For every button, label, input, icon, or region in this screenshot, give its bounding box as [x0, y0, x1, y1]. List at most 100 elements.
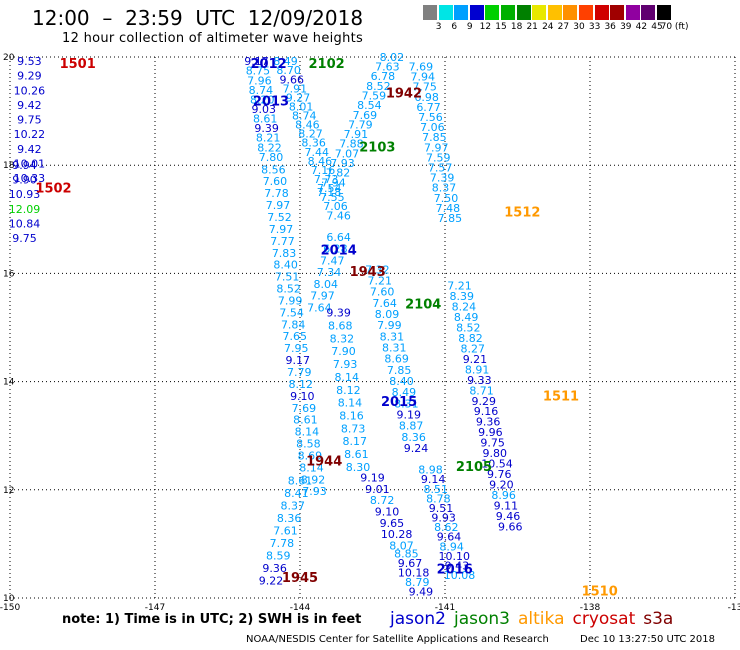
data-value-label: 7.95 — [284, 342, 309, 355]
satellite-legend: jason2 jason3 altika cryosat s3a — [390, 609, 681, 629]
y-tick-label: 20 — [3, 53, 15, 63]
y-tick-label: 12 — [3, 486, 14, 496]
data-value-label: 7.78 — [264, 187, 289, 200]
color-scale-label: 15 — [495, 22, 507, 32]
data-value-label: 8.52 — [276, 283, 301, 296]
data-value-label: 7.73 — [314, 173, 339, 186]
legend-item-jason2: jason2 — [390, 609, 446, 629]
data-value-label: 8.31 — [394, 397, 419, 410]
color-scale-label: 45 — [651, 22, 663, 32]
data-value-label: 7.55 — [320, 191, 345, 204]
data-value-label: 7.69 — [353, 109, 378, 122]
data-value-label: 7.85 — [387, 364, 412, 377]
pass-id-label: 2013 — [253, 95, 289, 110]
pass-id-label: 2103 — [359, 141, 395, 156]
data-value-label: 10.22 — [14, 128, 46, 141]
data-value-label: 7.65 — [282, 330, 307, 343]
data-value-label: 7.52 — [267, 211, 292, 224]
data-value-label: 7.97 — [310, 290, 335, 303]
data-value-label: 9.39 — [326, 307, 351, 320]
data-value-label: 7.60 — [263, 175, 288, 188]
data-value-label: 7.16 — [311, 164, 336, 177]
data-value-label: 9.94 — [12, 159, 37, 172]
data-value-label: 7.91 — [344, 128, 369, 141]
data-value-label: 9.51 — [429, 502, 454, 515]
data-value-label: 9.42 — [17, 99, 42, 112]
data-value-label: 7.47 — [320, 254, 345, 267]
data-value-label: 9.76 — [487, 468, 512, 481]
data-value-label: 9.66 — [498, 520, 523, 533]
color-scale-label: 24 — [542, 22, 554, 32]
data-value-label: 7.64 — [307, 301, 332, 314]
data-value-label: 8.52 — [366, 80, 391, 93]
data-value-label: 6.77 — [416, 101, 441, 114]
color-scale-swatch — [657, 5, 671, 20]
color-scale-label: 12 — [479, 22, 492, 32]
data-value-label: 8.37 — [432, 182, 457, 195]
data-value-label: 7.85 — [422, 131, 447, 144]
data-value-label: 8.17 — [343, 435, 368, 448]
data-value-label: 7.93 — [330, 157, 355, 170]
data-value-label: 9.19 — [397, 408, 422, 421]
pass-id-label: 2012 — [250, 57, 286, 72]
color-scale-swatch — [516, 5, 531, 20]
data-value-label: 8.14 — [299, 461, 324, 474]
data-value-label: 7.59 — [362, 89, 387, 102]
data-value-label: 8.72 — [370, 494, 395, 507]
data-value-label: 7.39 — [430, 172, 455, 185]
data-value-label: 6.78 — [371, 70, 396, 83]
data-value-label: 9.29 — [472, 395, 497, 408]
data-value-label: 12.09 — [9, 203, 41, 216]
data-value-label: 6.28 — [323, 243, 348, 256]
data-value-label: 7.96 — [247, 74, 272, 87]
color-scale-swatch — [563, 5, 578, 20]
data-value-label: 7.56 — [418, 111, 443, 124]
x-tick-label: -138 — [580, 603, 601, 613]
data-value-label: 9.03 — [252, 103, 277, 116]
data-value-label: 8.73 — [341, 422, 366, 435]
color-scale-swatch — [423, 5, 437, 20]
data-value-label: 10.33 — [14, 172, 46, 185]
pass-id-label: 1510 — [582, 584, 618, 599]
data-value-label: 8.51 — [424, 483, 449, 496]
x-tick-label: -147 — [145, 603, 165, 613]
data-value-label: 9.64 — [437, 531, 462, 544]
pass-id-label: 1502 — [35, 181, 71, 196]
x-tick-label: -150 — [0, 603, 20, 613]
data-value-label: 8.22 — [257, 141, 282, 154]
data-value-label: 8.32 — [330, 332, 355, 345]
data-value-label: 10.93 — [9, 188, 41, 201]
data-value-label: 8.92 — [301, 473, 326, 486]
pass-id-label: 1511 — [543, 390, 579, 405]
data-value-label: 8.09 — [375, 308, 400, 321]
data-value-label: 7.61 — [273, 524, 298, 537]
x-tick-label: -144 — [290, 603, 311, 613]
data-value-label: 7.34 — [317, 266, 342, 279]
data-value-label: 8.27 — [298, 128, 323, 141]
data-value-label: 7.46 — [326, 209, 351, 222]
legend-item-altika: altika — [518, 609, 565, 629]
data-value-label: 9.46 — [496, 510, 521, 523]
data-value-label: 9.20 — [489, 479, 514, 492]
data-value-label: 8.21 — [256, 132, 281, 145]
data-value-label: 8.59 — [266, 549, 291, 562]
color-scale-swatch — [438, 5, 453, 20]
data-value-label: 9.01 — [365, 483, 390, 496]
pass-id-label: 1512 — [504, 206, 540, 221]
pass-id-label: 2105 — [456, 460, 492, 475]
data-value-label: 9.42 — [17, 143, 42, 156]
data-value-label: 8.16 — [339, 409, 364, 422]
data-value-label: 7.91 — [283, 82, 308, 95]
data-value-label: 8.01 — [289, 100, 314, 113]
data-value-label: 9.66 — [280, 73, 305, 86]
data-value-label: 8.79 — [405, 576, 430, 589]
color-scale-label: 3 — [435, 22, 442, 32]
data-value-label: 6.64 — [326, 231, 351, 244]
data-value-label: 8.85 — [394, 547, 419, 560]
color-scale-label: 27 — [557, 22, 570, 32]
data-value-label: 8.27 — [460, 342, 485, 355]
color-scale-swatch — [547, 5, 562, 20]
data-value-label: 6.98 — [414, 91, 439, 104]
data-value-label: 7.06 — [323, 200, 348, 213]
data-value-label: 8.36 — [277, 512, 302, 525]
